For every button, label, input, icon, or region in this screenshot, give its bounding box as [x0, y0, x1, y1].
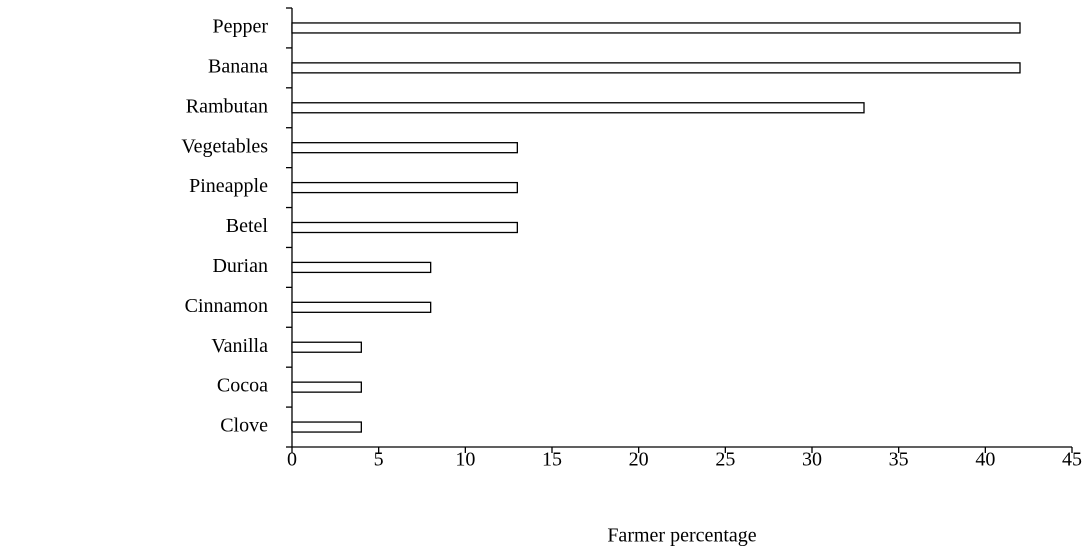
- y-tick-label: Cinnamon: [185, 295, 268, 317]
- bar: [292, 143, 517, 153]
- y-tick-label: Betel: [226, 215, 269, 237]
- y-tick-label: Vanilla: [211, 335, 268, 357]
- bar: [292, 103, 864, 113]
- y-tick-label: Banana: [208, 55, 268, 77]
- x-tick-label: 30: [802, 449, 822, 471]
- bar: [292, 63, 1020, 73]
- bar: [292, 342, 361, 352]
- bar: [292, 382, 361, 392]
- y-tick-label: Pineapple: [189, 175, 268, 197]
- bar: [292, 422, 361, 432]
- y-tick-label: Clove: [220, 415, 268, 437]
- y-tick-label: Durian: [212, 255, 268, 277]
- x-tick-label: 5: [374, 449, 384, 471]
- x-tick-label: 10: [455, 449, 475, 471]
- x-tick-label: 15: [542, 449, 562, 471]
- bar: [292, 223, 517, 233]
- y-tick-label: Rambutan: [186, 95, 268, 117]
- x-tick-label: 0: [287, 449, 297, 471]
- x-tick-label: 25: [715, 449, 735, 471]
- page: {"chart_data": {"type": "hbar", "categor…: [0, 0, 1088, 552]
- x-tick-label: 20: [629, 449, 649, 471]
- bar: [292, 302, 431, 312]
- y-tick-label: Pepper: [212, 16, 268, 38]
- bar: [292, 183, 517, 193]
- x-tick-label: 40: [975, 449, 995, 471]
- chart: Farmer percentage 0 5 10 15 20 25 30 35 40 45 Pepp…: [0, 0, 1088, 552]
- x-tick-label: 35: [889, 449, 909, 471]
- x-tick-label: 45: [1062, 449, 1082, 471]
- bar: [292, 23, 1020, 33]
- y-tick-label: Vegetables: [181, 135, 268, 157]
- x-axis-label: Farmer percentage: [607, 525, 756, 547]
- bar: [292, 262, 431, 272]
- y-tick-label: Cocoa: [217, 375, 268, 397]
